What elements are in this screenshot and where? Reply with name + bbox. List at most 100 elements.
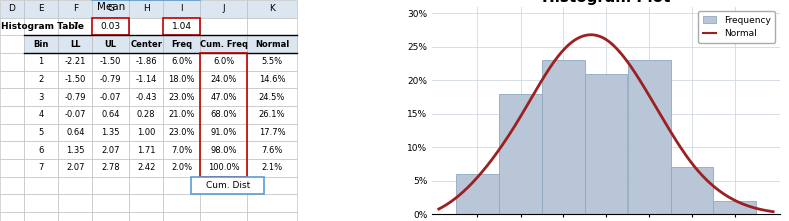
Bar	[24, 35, 58, 53]
Text: F: F	[73, 4, 78, 13]
Text: -1.14: -1.14	[136, 75, 157, 84]
Bar	[129, 35, 163, 53]
Text: 2.07: 2.07	[102, 146, 120, 155]
Text: 24.5%: 24.5%	[259, 93, 285, 102]
Text: -1.50: -1.50	[65, 75, 86, 84]
Bar	[247, 35, 297, 53]
Bar	[0, 18, 24, 35]
Bar	[92, 88, 129, 106]
Text: 91.0%: 91.0%	[211, 128, 237, 137]
Bar	[58, 159, 92, 177]
Text: 98.0%: 98.0%	[211, 146, 237, 155]
Bar	[24, 212, 58, 221]
Bar	[200, 177, 247, 194]
Text: 18.0%: 18.0%	[168, 75, 195, 84]
Text: -0.07: -0.07	[65, 110, 86, 119]
Text: D: D	[9, 4, 15, 13]
Text: -0.79: -0.79	[100, 75, 122, 84]
Bar	[58, 141, 92, 159]
Bar	[247, 194, 297, 212]
Bar	[200, 88, 247, 106]
Bar	[200, 212, 247, 221]
Bar	[24, 106, 58, 124]
Text: H: H	[143, 4, 150, 13]
Bar	[200, 194, 247, 212]
Bar	[628, 60, 671, 214]
Text: 6.0%: 6.0%	[171, 57, 193, 66]
Bar	[247, 88, 297, 106]
Bar	[24, 0, 58, 18]
Bar	[58, 88, 92, 106]
Text: 2.42: 2.42	[137, 164, 155, 172]
Text: 17.7%: 17.7%	[259, 128, 286, 137]
Text: 7: 7	[38, 164, 43, 172]
Text: E: E	[38, 4, 43, 13]
Bar	[0, 159, 24, 177]
Text: -0.43: -0.43	[136, 93, 157, 102]
Bar	[247, 177, 297, 194]
Bar	[24, 53, 58, 71]
Text: Cum. Dist: Cum. Dist	[206, 181, 250, 190]
Text: -2.21: -2.21	[65, 57, 86, 66]
Text: 1: 1	[38, 57, 43, 66]
Text: 4: 4	[38, 110, 43, 119]
Bar	[499, 94, 542, 214]
Bar	[0, 106, 24, 124]
Bar	[200, 53, 247, 71]
Bar	[24, 71, 58, 88]
Bar	[163, 35, 200, 53]
Bar	[92, 212, 129, 221]
Text: Bin: Bin	[33, 40, 49, 49]
Bar	[92, 18, 129, 35]
Bar	[129, 194, 163, 212]
Bar	[92, 106, 129, 124]
Bar	[200, 159, 247, 177]
Text: 6.0%: 6.0%	[213, 57, 234, 66]
Text: 68.0%: 68.0%	[211, 110, 237, 119]
Bar	[163, 106, 200, 124]
Text: G: G	[107, 4, 114, 13]
Bar	[163, 177, 200, 194]
Text: Center: Center	[130, 40, 163, 49]
Text: 1.71: 1.71	[137, 146, 155, 155]
Bar	[129, 141, 163, 159]
Text: -1.50: -1.50	[100, 57, 122, 66]
Bar	[24, 159, 58, 177]
Bar	[58, 212, 92, 221]
Text: Cum. Freq: Cum. Freq	[200, 40, 248, 49]
Text: 7.0%: 7.0%	[171, 146, 193, 155]
Bar	[163, 124, 200, 141]
Text: 5.5%: 5.5%	[261, 57, 282, 66]
Text: 1.35: 1.35	[102, 128, 120, 137]
Text: 6: 6	[38, 146, 43, 155]
Text: J: J	[222, 4, 225, 13]
Bar	[247, 18, 297, 35]
Bar	[129, 35, 163, 53]
Bar	[92, 159, 129, 177]
Legend: Frequency, Normal: Frequency, Normal	[698, 11, 775, 43]
Bar	[247, 35, 297, 53]
Bar	[0, 88, 24, 106]
Bar	[24, 141, 58, 159]
Text: 47.0%: 47.0%	[211, 93, 237, 102]
Bar	[200, 124, 247, 141]
Bar	[92, 141, 129, 159]
Text: -1.86: -1.86	[136, 57, 157, 66]
Text: 2.1%: 2.1%	[261, 164, 282, 172]
Bar	[92, 35, 129, 53]
Bar	[163, 18, 200, 35]
Bar	[58, 177, 92, 194]
Bar	[92, 18, 129, 35]
Bar	[163, 194, 200, 212]
Bar	[456, 174, 499, 214]
Text: 2.0%: 2.0%	[171, 164, 193, 172]
Text: Normal: Normal	[255, 40, 289, 49]
Text: Histogram Table: Histogram Table	[2, 22, 84, 31]
Bar	[200, 18, 247, 35]
Text: 14.6%: 14.6%	[259, 75, 286, 84]
Bar	[129, 18, 163, 35]
Bar	[585, 74, 627, 214]
Text: K: K	[269, 4, 275, 13]
Bar	[163, 18, 200, 35]
Bar	[58, 35, 92, 53]
